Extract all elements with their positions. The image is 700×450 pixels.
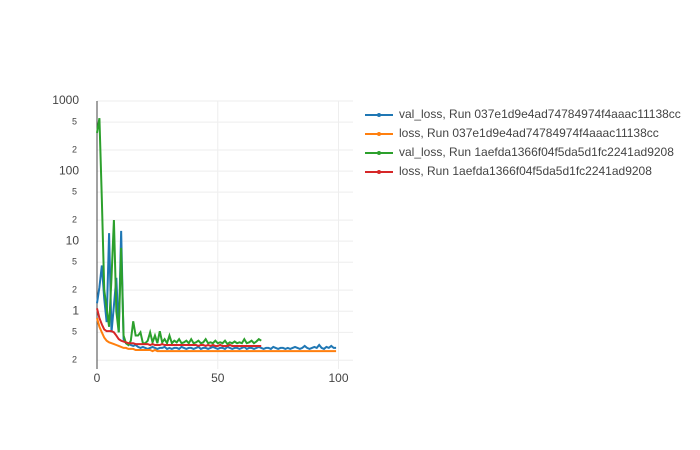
x-tick-label: 0 [94,371,101,385]
legend-label: val_loss, Run 037e1d9e4ad74784974f4aaac1… [399,107,681,121]
legend-marker [377,132,381,136]
legend-marker [377,151,381,155]
y-tick-label: 1000 [52,93,79,107]
series-line [96,317,337,353]
y-tick-label: 2 [72,285,77,295]
y-tick-label: 5 [72,116,77,126]
y-tick-label: 2 [72,144,77,154]
y-tick-label: 2 [72,355,77,365]
legend-marker [377,113,381,117]
legend-label: loss, Run 1aefda1366f04f5da5d1fc2241ad92… [399,164,652,178]
y-tick-label: 5 [72,327,77,337]
x-tick-label: 50 [211,371,225,385]
x-tick-label: 100 [328,371,348,385]
series-line [96,117,262,347]
series-line [96,308,262,348]
y-tick-label: 1 [72,303,79,317]
legend-label: loss, Run 037e1d9e4ad74784974f4aaac11138… [399,126,659,140]
y-tick-label: 5 [72,187,77,197]
legend-marker [377,170,381,174]
y-tick-label: 100 [59,163,79,177]
y-tick-label: 2 [72,214,77,224]
legend-label: val_loss, Run 1aefda1366f04f5da5d1fc2241… [399,145,674,159]
y-tick-label: 10 [66,233,80,247]
series-line [96,230,337,351]
y-tick-label: 5 [72,257,77,267]
